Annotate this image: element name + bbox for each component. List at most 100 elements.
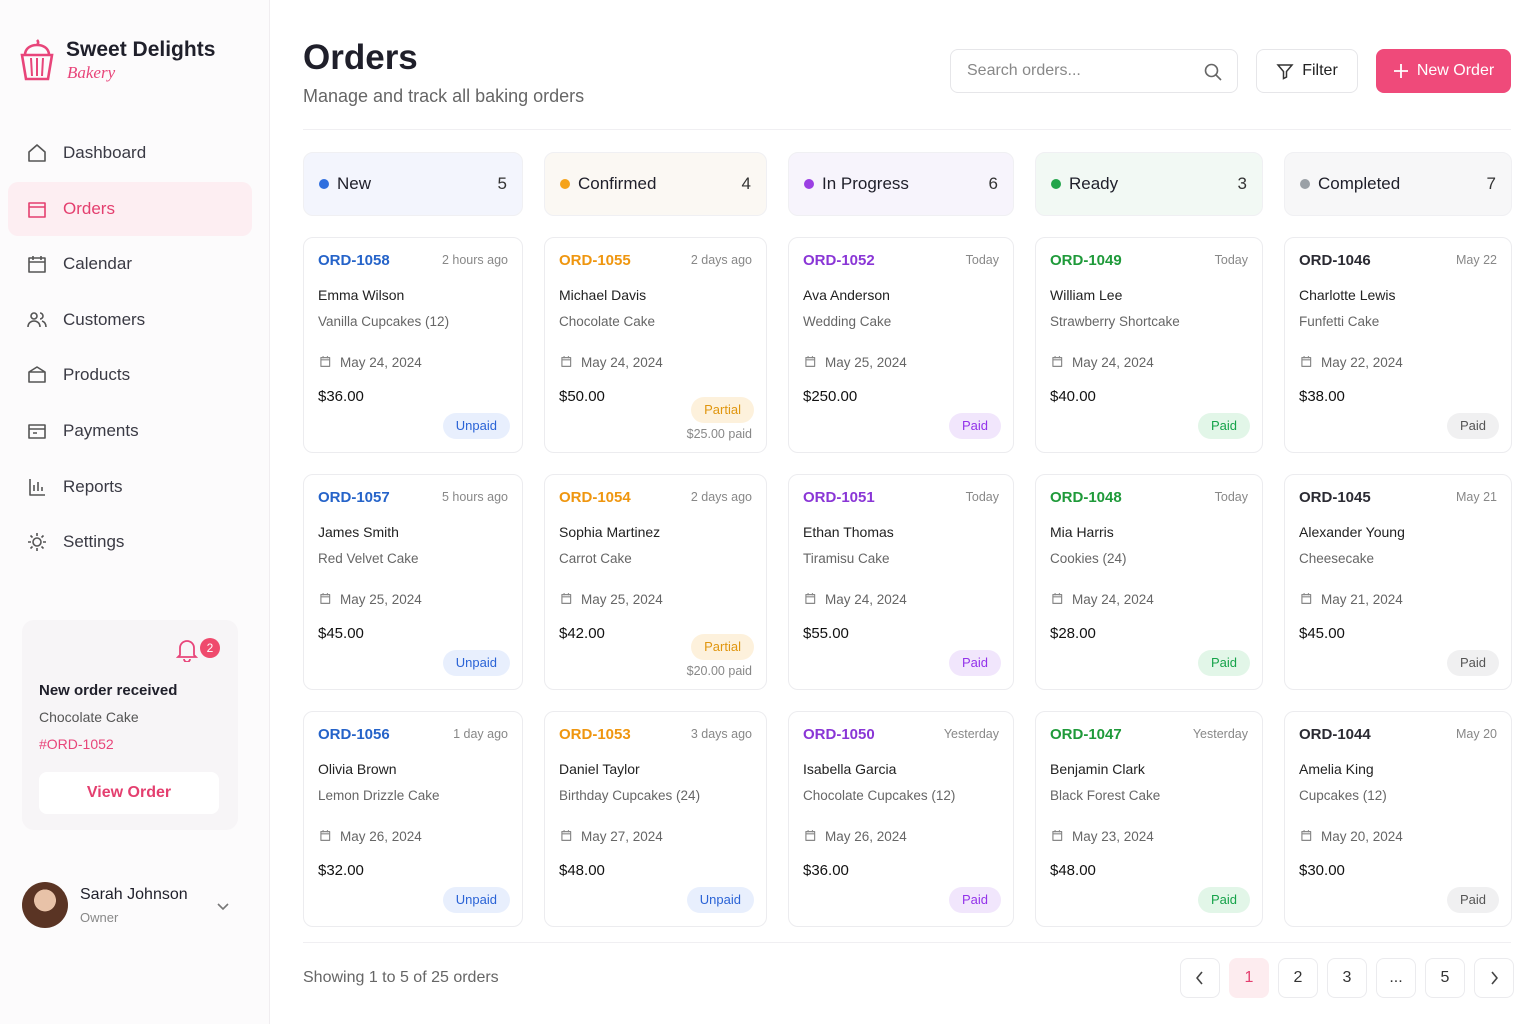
product-name: Lemon Drizzle Cake: [318, 788, 440, 803]
order-card[interactable]: ORD-1044 May 20 Amelia King Cupcakes (12) Ma…: [1284, 711, 1512, 927]
view-order-button[interactable]: View Order: [39, 772, 219, 814]
calendar-icon: [1301, 830, 1312, 841]
customer-name: Benjamin Clark: [1050, 761, 1145, 777]
user-menu-toggle[interactable]: [215, 898, 231, 914]
order-card[interactable]: ORD-1051 Today Ethan Thomas Tiramisu Cake Ma…: [788, 474, 1014, 690]
order-card[interactable]: ORD-1047 Yesterday Benjamin Clark Black For…: [1035, 711, 1263, 927]
nav-label: Settings: [63, 532, 125, 552]
order-card[interactable]: ORD-1052 Today Ava Anderson Wedding Cake May…: [788, 237, 1014, 453]
page-button[interactable]: ...: [1376, 958, 1416, 998]
page-button[interactable]: 3: [1327, 958, 1367, 998]
nav-item[interactable]: Customers: [8, 293, 252, 347]
product-name: Strawberry Shortcake: [1050, 314, 1180, 329]
user-role: Owner: [80, 910, 119, 925]
order-card[interactable]: ORD-1055 2 days ago Michael Davis Chocolate…: [544, 237, 767, 453]
new-order-button[interactable]: New Order: [1376, 49, 1511, 93]
nav-item[interactable]: Orders: [8, 181, 252, 236]
nav-label: Customers: [63, 309, 146, 329]
payment-status: Paid: [1197, 887, 1250, 913]
notification-item: Chocolate Cake: [39, 709, 139, 725]
nav-label: Dashboard: [63, 143, 147, 162]
order-id: ORD-1057: [318, 489, 390, 506]
notification-title: New order received: [39, 682, 178, 699]
order-card[interactable]: ORD-1049 Today William Lee Strawberry Short…: [1035, 237, 1263, 453]
order-date: May 24, 2024: [318, 351, 422, 373]
calendar-icon: [805, 830, 816, 841]
order-date-text: May 27, 2024: [581, 828, 663, 844]
page-button[interactable]: 2: [1278, 958, 1318, 998]
calendar-icon: [1052, 356, 1063, 367]
customer-name: William Lee: [1050, 287, 1123, 303]
search-box[interactable]: Search orders...: [950, 49, 1238, 93]
order-total: $48.00: [559, 862, 605, 879]
order-total: $32.00: [318, 862, 364, 879]
nav-item[interactable]: Products: [8, 348, 252, 402]
order-column: Ready 3 ORD-1049 Today William Lee Strawberry…: [1035, 152, 1263, 927]
order-date: May 24, 2024: [803, 588, 907, 610]
order-total: $50.00: [559, 388, 605, 405]
order-date: May 24, 2024: [559, 351, 663, 373]
nav-label: Calendar: [63, 254, 132, 274]
order-date: May 24, 2024: [1050, 351, 1154, 373]
order-card[interactable]: ORD-1050 Yesterday Isabella Garcia Chocolat…: [788, 711, 1014, 927]
page-button[interactable]: 1: [1229, 958, 1269, 998]
payment-status: Paid: [1446, 650, 1499, 676]
customer-name: Michael Davis: [559, 287, 647, 303]
column-count: 5: [497, 174, 507, 193]
product-name: Tiramisu Cake: [803, 551, 890, 566]
order-time: May 20: [1456, 727, 1497, 741]
order-column: New 5 ORD-1058 2 hours ago Emma Wilson Vanill…: [303, 152, 523, 927]
product-name: Carrot Cake: [559, 551, 632, 566]
order-date: May 26, 2024: [803, 825, 907, 847]
pagination: 1 2 3... 5: [1180, 958, 1514, 998]
order-total: $55.00: [803, 625, 849, 642]
page-button[interactable]: 5: [1425, 958, 1465, 998]
order-date: May 23, 2024: [1050, 825, 1154, 847]
customer-name: Charlotte Lewis: [1299, 287, 1396, 303]
page-arrow[interactable]: [1474, 958, 1514, 998]
nav-item[interactable]: Settings: [8, 515, 252, 569]
filter-button[interactable]: Filter: [1256, 49, 1358, 93]
order-id: ORD-1044: [1299, 726, 1371, 743]
notification-card: 2 New order received Chocolate Cake #ORD…: [22, 620, 238, 830]
payment-status: Partial: [691, 397, 754, 423]
nav-item[interactable]: Reports: [8, 460, 252, 514]
order-total: $42.00: [559, 625, 605, 642]
order-card[interactable]: ORD-1053 3 days ago Daniel Taylor Birthday …: [544, 711, 767, 927]
order-total: $40.00: [1050, 388, 1096, 405]
order-time: Yesterday: [943, 727, 999, 741]
order-id: ORD-1047: [1050, 726, 1122, 743]
product-name: Birthday Cupcakes (24): [559, 788, 701, 803]
order-id: ORD-1049: [1050, 252, 1122, 269]
order-time: Today: [965, 253, 999, 267]
divider: [303, 942, 1511, 943]
order-date: May 20, 2024: [1299, 825, 1403, 847]
payment-status: Partial: [691, 634, 754, 660]
payment-status: Unpaid: [442, 650, 510, 676]
bell-icon: [176, 640, 198, 662]
order-date-text: May 26, 2024: [825, 828, 907, 844]
order-time: Today: [965, 490, 999, 504]
brand-name: Sweet Delights: [66, 38, 216, 61]
arrow-icon: [1491, 971, 1498, 985]
page-arrow[interactable]: [1180, 958, 1220, 998]
order-card[interactable]: ORD-1045 May 21 Alexander Young Cheesecake M…: [1284, 474, 1512, 690]
nav-item[interactable]: Dashboard: [8, 126, 252, 180]
order-card[interactable]: ORD-1057 5 hours ago James Smith Red Velvet…: [303, 474, 523, 690]
brand-tagline: Bakery: [67, 63, 116, 82]
order-card[interactable]: ORD-1046 May 22 Charlotte Lewis Funfetti Ca…: [1284, 237, 1512, 453]
nav-item[interactable]: Payments: [8, 404, 252, 458]
order-total: $38.00: [1299, 388, 1345, 405]
payment-status: Paid: [1446, 887, 1499, 913]
order-date: May 25, 2024: [803, 351, 907, 373]
nav-item[interactable]: Calendar: [8, 237, 252, 291]
order-time: Today: [1214, 253, 1248, 267]
order-card[interactable]: ORD-1054 2 days ago Sophia Martinez Carrot …: [544, 474, 767, 690]
status-dot: [1300, 179, 1310, 189]
order-card[interactable]: ORD-1058 2 hours ago Emma Wilson Vanilla Cu…: [303, 237, 523, 453]
arrow-icon: [1196, 971, 1203, 985]
product-name: Wedding Cake: [803, 314, 892, 329]
order-card[interactable]: ORD-1056 1 day ago Olivia Brown Lemon Drizz…: [303, 711, 523, 927]
order-card[interactable]: ORD-1048 Today Mia Harris Cookies (24) May 2…: [1035, 474, 1263, 690]
